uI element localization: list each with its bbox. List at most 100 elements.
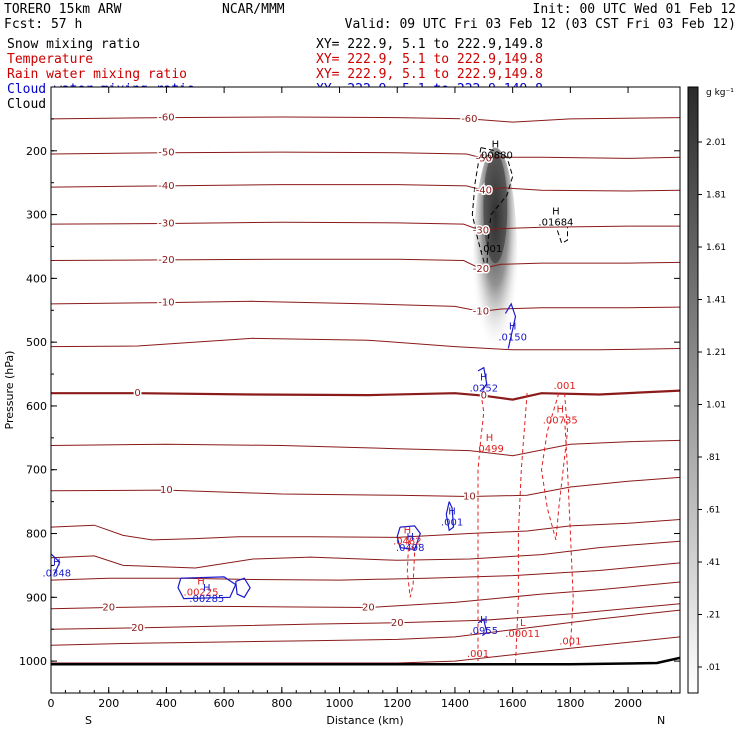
rain-contour-label: .001 [559, 636, 581, 647]
extremum-value: .0348 [42, 568, 71, 579]
x-tick-label: 800 [271, 697, 292, 710]
forecast-hour: Fcst: 57 h [4, 17, 82, 32]
y-axis-label: Pressure (hPa) [3, 351, 16, 430]
y-tick-label: 400 [26, 272, 47, 285]
south-label: S [85, 714, 92, 727]
legend-entry-name: Snow mixing ratio [7, 37, 140, 52]
temperature-contour-label: 20 [131, 623, 144, 634]
x-tick-label: 1400 [441, 697, 469, 710]
extremum-marker: H [480, 615, 488, 626]
temperature-contour [51, 300, 680, 313]
temperature-contour [51, 184, 680, 192]
legend-entry-xy: XY= 222.9, 5.1 to 222.9,149.8 [316, 52, 543, 67]
x-axis: 0 200 400 600 800 1000 1200 1400 1600 1800 2000 [48, 87, 672, 710]
colorbar [687, 86, 699, 694]
y-tick-label: 900 [26, 591, 47, 604]
extremum-value: .00880 [478, 151, 513, 162]
temperature-contour-label: 0 [481, 391, 487, 402]
extremum-marker: H [404, 526, 412, 537]
extremum-value: .00011 [505, 629, 540, 640]
y-tick-label: 600 [26, 400, 47, 413]
colorbar-tick-label: 2.01 [706, 138, 726, 148]
extremum-marker: H [197, 577, 205, 588]
rain-contour-label: .001 [553, 381, 575, 392]
cloud-water-contour [445, 501, 455, 532]
temperature-contour-label: -50 [158, 148, 174, 159]
colorbar-tick-label: .21 [706, 611, 720, 621]
temperature-contour-label: -40 [476, 185, 492, 196]
temperature-contour [51, 439, 680, 457]
temperature-contour-label: 20 [102, 603, 115, 614]
rain-contour [406, 539, 416, 598]
colorbar-tick-label: 1.41 [706, 296, 726, 306]
temperature-contour-label: -30 [473, 226, 489, 237]
temperature-contour-label: -30 [158, 219, 174, 230]
colorbar-tick-label: .81 [706, 453, 720, 463]
model-title: TORERO 15km ARW [4, 2, 122, 17]
extremum-value: .01684 [538, 218, 573, 229]
temperature-contour-label: 0 [134, 388, 140, 399]
y-tick-label: 1000 [19, 655, 47, 668]
snow-shading [473, 147, 518, 378]
x-tick-label: 1800 [556, 697, 584, 710]
extremum-value: .001 [441, 517, 463, 528]
extremum-value: .0252 [469, 383, 498, 394]
colorbar-ticks: 2.01 1.81 1.61 1.41 1.21 1.01 .81 .61 .41 .21 .01 [698, 138, 726, 673]
legend-entry-xy: XY= 222.9, 5.1 to 222.9,149.8 [316, 67, 543, 82]
temperature-contour [51, 540, 680, 569]
x-tick-label: 200 [98, 697, 119, 710]
temperature-contour-label: -20 [158, 255, 174, 266]
contour-layer [51, 116, 680, 666]
ice-contour-label: .001 [480, 244, 502, 255]
extremum-value: .00285 [189, 594, 224, 605]
extremum-value: .0498 [396, 543, 425, 554]
y-tick-label: 800 [26, 528, 47, 541]
x-tick-label: 1600 [499, 697, 527, 710]
extremum-marker: H [448, 506, 456, 517]
legend-entry-xy: XY= 222.9, 5.1 to 222.9,149.8 [316, 37, 543, 52]
y-tick-label: 200 [26, 145, 47, 158]
extremum-value: .0482 [393, 537, 422, 548]
rain-contour [564, 418, 574, 649]
north-label: N [657, 714, 665, 727]
x-tick-label: 600 [214, 697, 235, 710]
extremum-marker: H [552, 207, 560, 218]
extremum-marker: H [492, 140, 500, 151]
cloud-water-contour [235, 577, 251, 599]
rain-contour [515, 393, 528, 665]
temperature-contour [51, 221, 680, 232]
extremum-marker: H [53, 557, 61, 568]
temperature-contour [51, 389, 680, 401]
x-axis-label: Distance (km) [326, 714, 403, 727]
temperature-contour-label: -10 [473, 307, 489, 318]
x-tick-label: 2000 [614, 697, 642, 710]
center-title: NCAR/MMM [222, 2, 285, 17]
extremum-value: .00225 [184, 588, 219, 599]
temperature-contour [51, 609, 680, 646]
y-tick-label: 300 [26, 209, 47, 222]
extremum-marker: H [203, 583, 211, 594]
temperature-contour-label: -60 [461, 114, 477, 125]
temperature-contour-label: -10 [158, 298, 174, 309]
rain-contour [477, 393, 485, 662]
contour-labels: -60 -60 -50 -50 -40 -40 -30 -30 -20 -20 -10 -10 0 0 10… [42, 111, 581, 660]
x-tick-label: 1000 [326, 697, 354, 710]
x-tick-label: 400 [156, 697, 177, 710]
legend-entry-name: Temperature [7, 52, 93, 67]
extremum-marker: H [556, 404, 564, 415]
extremum-marker: H [480, 372, 488, 383]
ice-contour [556, 227, 568, 245]
temperature-contour-label: -40 [158, 181, 174, 192]
colorbar-tick-label: .01 [706, 663, 720, 673]
temperature-contour [51, 337, 680, 351]
colorbar-tick-label: .61 [706, 506, 720, 516]
temperature-contour [51, 562, 680, 581]
temperature-contour [51, 116, 680, 123]
cloud-water-contour [477, 618, 488, 637]
extremum-value: .0955 [469, 626, 498, 637]
cloud-water-contour [477, 366, 488, 394]
y-tick-label: 700 [26, 464, 47, 477]
cloud-water-contour [177, 576, 237, 600]
snow-core [483, 153, 508, 264]
